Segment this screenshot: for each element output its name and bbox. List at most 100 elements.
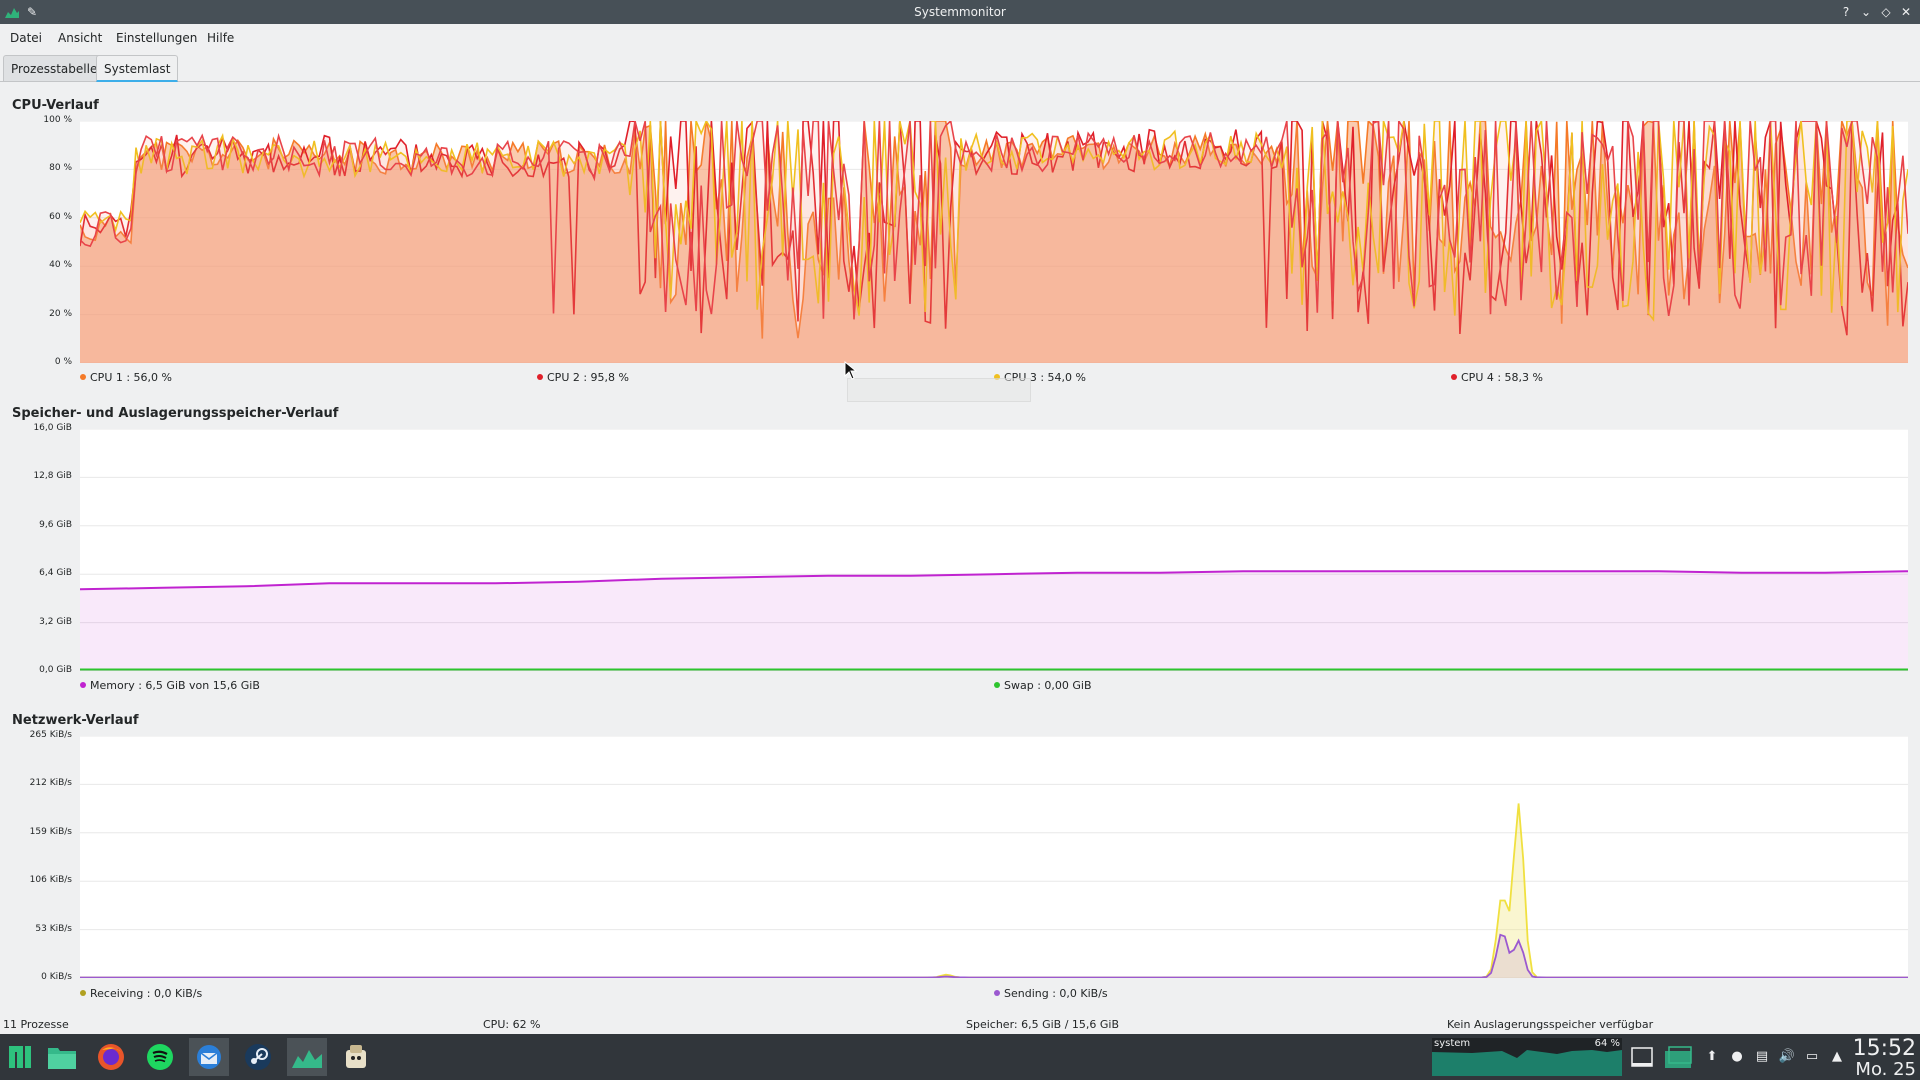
y-tick-label: 40 % [49, 260, 72, 271]
legend-color-dot [80, 374, 86, 380]
network-series-area [80, 803, 1908, 978]
cpu-section-title: CPU-Verlauf [12, 98, 99, 113]
network-series-line [80, 803, 1908, 979]
cpu-series-area [80, 121, 1908, 363]
legend-color-dot [80, 682, 86, 688]
update-notifier-icon[interactable]: ⬆ [1706, 1049, 1718, 1064]
window-title: Systemmonitor [914, 5, 1006, 19]
tab-bar: Prozesstabelle Systemlast [0, 54, 1920, 82]
y-tick-label: 212 KiB/s [29, 778, 72, 789]
show-desktop-icon[interactable] [1624, 1038, 1660, 1076]
memory-chart-svg [79, 428, 1909, 672]
network-series-area [80, 934, 1908, 978]
legend-entry: Swap : 0,00 GiB [994, 679, 1092, 692]
cpu-chart-svg [79, 118, 1909, 364]
y-tick-label: 20 % [49, 308, 72, 319]
menu-ansicht[interactable]: Ansicht [58, 31, 103, 45]
mouse-cursor [844, 361, 858, 380]
tab-prozesstabelle[interactable]: Prozesstabelle [3, 55, 106, 81]
y-tick-label: 0 % [54, 357, 72, 367]
mail-client-icon[interactable] [189, 1038, 229, 1076]
status-cpu: CPU: 62 % [483, 1018, 541, 1031]
legend-label: Memory : 6,5 GiB von 15,6 GiB [90, 679, 260, 692]
memory-area [80, 571, 1908, 671]
y-tick-label: 60 % [49, 211, 72, 222]
menu-bar: Datei Ansicht Einstellungen Hilfe [0, 24, 1920, 54]
legend-color-dot [994, 682, 1000, 688]
taskbar: system 64 % ⬆ ● ▤ 🔊 ▭ ▲ 15:52 Mo. 25 [0, 1034, 1920, 1080]
network-tray-icon[interactable]: ▭ [1805, 1049, 1819, 1064]
legend-label: Receiving : 0,0 KiB/s [90, 987, 203, 1000]
legend-entry: Memory : 6,5 GiB von 15,6 GiB [80, 679, 260, 692]
widget-value: 64 % [1594, 1038, 1620, 1049]
memory-chart [79, 428, 1909, 672]
legend-entry: Receiving : 0,0 KiB/s [80, 987, 202, 1000]
status-memory: Speicher: 6,5 GiB / 15,6 GiB [966, 1018, 1120, 1031]
status-processes: 11 Prozesse [3, 1018, 69, 1031]
cpu-chart [79, 118, 1909, 364]
network-chart [80, 735, 1908, 979]
legend-color-dot [537, 374, 543, 380]
status-swap: Kein Auslagerungsspeicher verfügbar [1447, 1018, 1654, 1031]
y-tick-label: 12,8 GiB [33, 471, 72, 482]
network-chart-svg [80, 735, 1908, 979]
memory-section-title: Speicher- und Auslagerungsspeicher-Verla… [12, 406, 339, 421]
volume-icon[interactable]: 🔊 [1778, 1049, 1796, 1064]
network-series-line [80, 933, 1908, 979]
memory-line [79, 570, 1909, 591]
file-manager-icon[interactable] [42, 1038, 82, 1076]
y-tick-label: 100 % [43, 115, 72, 125]
system-monitor-task-icon[interactable] [287, 1038, 327, 1076]
clipboard-icon[interactable]: ▤ [1755, 1049, 1769, 1064]
y-tick-label: 159 KiB/s [29, 826, 72, 837]
pin-icon[interactable]: ✎ [26, 5, 38, 19]
pager-icon[interactable] [1660, 1038, 1696, 1076]
y-tick-label: 16,0 GiB [33, 423, 72, 433]
system-load-graph [1432, 1050, 1622, 1076]
cpu-series-area [80, 121, 1908, 363]
system-load-widget[interactable]: system 64 % [1432, 1038, 1622, 1076]
widget-label: system [1434, 1038, 1471, 1049]
y-tick-label: 53 KiB/s [35, 923, 72, 934]
menu-datei[interactable]: Datei [10, 31, 43, 45]
legend-label: CPU 2 : 95,8 % [547, 371, 630, 384]
firefox-icon[interactable] [91, 1038, 131, 1076]
steam-icon[interactable] [238, 1038, 278, 1076]
y-tick-label: 6,4 GiB [39, 568, 72, 579]
legend-entry: Sending : 0,0 KiB/s [994, 987, 1108, 1000]
menu-einstellungen[interactable]: Einstellungen [116, 31, 198, 45]
spotify-icon[interactable] [140, 1038, 180, 1076]
clock-time[interactable]: 15:52 [1852, 1036, 1916, 1061]
y-tick-label: 265 KiB/s [29, 730, 72, 740]
legend-color-dot [80, 990, 86, 996]
legend-label: CPU 1 : 56,0 % [90, 371, 173, 384]
steam-tray-icon[interactable]: ● [1731, 1049, 1743, 1064]
legend-entry: CPU 2 : 95,8 % [537, 371, 629, 384]
y-tick-label: 0 KiB/s [41, 972, 72, 982]
tray-expand-icon[interactable]: ▲ [1832, 1049, 1842, 1064]
legend-label: Swap : 0,00 GiB [1004, 679, 1092, 692]
tab-systemlast[interactable]: Systemlast [96, 55, 179, 82]
legend-label: CPU 4 : 58,3 % [1461, 371, 1544, 384]
legend-entry: CPU 4 : 58,3 % [1451, 371, 1543, 384]
game-launcher-icon[interactable] [336, 1038, 376, 1076]
network-section-title: Netzwerk-Verlauf [12, 713, 139, 728]
app-icon [4, 4, 20, 20]
minimize-icon[interactable]: ⌄ [1860, 5, 1872, 19]
app-launcher-icon[interactable] [0, 1038, 40, 1076]
cpu-series-area [80, 121, 1908, 363]
maximize-icon[interactable]: ◇ [1881, 5, 1891, 19]
cpu-series-line [79, 119, 1909, 336]
legend-entry: CPU 1 : 56,0 % [80, 371, 172, 384]
close-icon[interactable]: ✕ [1900, 5, 1912, 19]
legend-label: Sending : 0,0 KiB/s [1004, 987, 1108, 1000]
clock-date[interactable]: Mo. 25 [1855, 1059, 1916, 1080]
help-icon[interactable]: ? [1842, 5, 1850, 19]
legend-color-dot [994, 990, 1000, 996]
title-bar[interactable]: ✎ Systemmonitor ? ⌄ ◇ ✕ [0, 0, 1920, 24]
y-tick-label: 9,6 GiB [39, 519, 72, 530]
tooltip [847, 378, 1031, 402]
y-tick-label: 106 KiB/s [29, 875, 72, 886]
y-tick-label: 3,2 GiB [39, 616, 72, 627]
menu-hilfe[interactable]: Hilfe [207, 31, 235, 45]
